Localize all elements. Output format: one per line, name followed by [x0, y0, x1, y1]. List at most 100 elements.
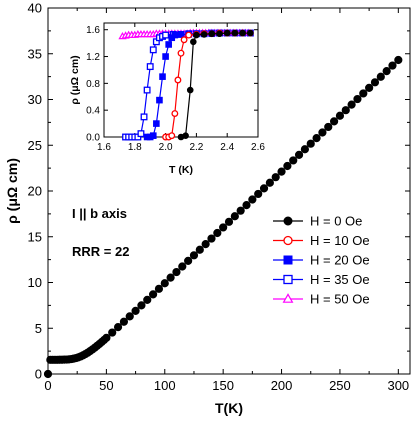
- inset-data-point: [180, 36, 188, 44]
- inset-data-point: [231, 29, 239, 37]
- y-tick-label: 15: [28, 229, 42, 244]
- inset-x-axis-title: T (K): [169, 164, 193, 176]
- inset-data-point: [174, 76, 182, 84]
- data-point: [359, 89, 368, 98]
- data-point: [335, 111, 345, 120]
- data-point: [271, 173, 280, 182]
- inset-data-point: [171, 110, 179, 117]
- inset-y-tick-label: 1.6: [86, 25, 100, 36]
- legend-marker: [283, 235, 293, 246]
- legend-label: H = 10 Oe: [310, 233, 370, 248]
- data-point: [43, 369, 53, 379]
- data-point: [160, 279, 169, 288]
- data-point: [195, 245, 204, 254]
- inset-data-point: [171, 31, 179, 39]
- data-point: [324, 122, 333, 132]
- data-point: [113, 323, 123, 332]
- data-point: [394, 55, 403, 65]
- data-point: [294, 150, 304, 159]
- inset-x-tick-label: 2.2: [189, 142, 203, 153]
- inset-data-point: [146, 63, 154, 71]
- legend-label: H = 0 Oe: [310, 214, 362, 229]
- annotation-rrr: RRR = 22: [72, 244, 129, 259]
- legend-label: H = 35 Oe: [310, 272, 370, 287]
- data-point: [108, 328, 117, 337]
- data-point: [318, 128, 327, 137]
- inset-data-point: [182, 132, 189, 139]
- data-point: [125, 312, 134, 321]
- legend-label: H = 20 Oe: [310, 253, 370, 268]
- y-axis-title: ρ (μΩ cm): [4, 158, 20, 224]
- inset-data-point: [190, 38, 197, 46]
- data-point: [119, 317, 129, 326]
- inset-data-point: [137, 130, 145, 138]
- inset-x-tick-label: 1.6: [97, 142, 111, 153]
- y-tick-label: 20: [28, 184, 42, 199]
- inset-data-point: [247, 29, 254, 37]
- inset-y-tick-label: 1.2: [86, 52, 100, 63]
- data-point: [353, 94, 362, 104]
- data-point: [131, 306, 140, 315]
- x-tick-label: 200: [271, 378, 293, 393]
- inset-data-point: [149, 132, 157, 139]
- inset-y-axis-title: ρ (μΩ cm): [69, 55, 81, 104]
- inset-x-tick-label: 2.4: [220, 142, 234, 153]
- data-point: [242, 200, 251, 210]
- data-point: [277, 167, 286, 176]
- x-tick-label: 50: [99, 378, 113, 393]
- data-point: [207, 234, 216, 243]
- data-point: [224, 217, 234, 226]
- data-point: [341, 106, 350, 115]
- data-point: [248, 195, 257, 204]
- inset-data-point: [186, 86, 194, 94]
- y-tick-label: 5: [35, 321, 42, 336]
- inset-data-point: [162, 31, 170, 39]
- y-tick-label: 25: [28, 138, 42, 153]
- inset-x-tick-label: 1.8: [128, 142, 142, 153]
- inset-y-tick-label: 0.0: [86, 133, 100, 144]
- data-point: [365, 83, 374, 92]
- data-point: [230, 212, 239, 221]
- x-tick-label: 250: [329, 378, 351, 393]
- inset-data-point: [168, 132, 176, 140]
- legend-label: H = 50 Oe: [310, 292, 370, 307]
- y-tick-label: 35: [28, 46, 42, 61]
- inset-data-point: [162, 53, 169, 60]
- x-tick-label: 100: [154, 378, 176, 393]
- main-plot: 0 50 100 150 200 250 300 0 5 10 15 20 25 30 35 40 T(K) ρ …: [4, 1, 411, 416]
- data-point: [312, 134, 321, 143]
- x-tick-label: 150: [212, 378, 234, 393]
- inset-x-tick-label: 2.0: [159, 142, 173, 153]
- inset-data-point: [177, 31, 185, 38]
- data-point: [289, 156, 298, 165]
- y-tick-label: 30: [28, 92, 42, 107]
- data-point: [201, 240, 210, 249]
- inset-data-point: [156, 96, 163, 104]
- inset-x-tick-label: 2.6: [251, 142, 265, 153]
- inset-y-tick-label: 0.8: [86, 79, 100, 90]
- data-point: [370, 78, 380, 87]
- data-point: [236, 206, 245, 215]
- x-tick-label: 300: [387, 378, 409, 393]
- data-point: [259, 184, 269, 193]
- inset-data-point: [143, 86, 151, 94]
- inset-data-point: [185, 31, 193, 39]
- inset-data-point: [208, 30, 216, 38]
- inset-data-point: [239, 29, 246, 37]
- legend-marker: [283, 216, 293, 226]
- legend-marker: [283, 255, 293, 265]
- inset-data-point: [165, 41, 172, 48]
- inset-data-point: [216, 30, 223, 38]
- legend-marker: [282, 293, 294, 303]
- inset-data-point: [223, 29, 231, 37]
- inset-data-point: [153, 120, 160, 127]
- inset-y-tick-label: 0.4: [86, 106, 100, 117]
- inset-data-point: [149, 46, 157, 54]
- legend-entry: H = 50 Oe: [273, 292, 370, 307]
- legend-entry: H = 35 Oe: [273, 272, 370, 287]
- data-point: [143, 295, 152, 304]
- legend-entry: H = 20 Oe: [273, 253, 370, 268]
- data-point: [329, 117, 339, 126]
- data-point: [166, 273, 175, 282]
